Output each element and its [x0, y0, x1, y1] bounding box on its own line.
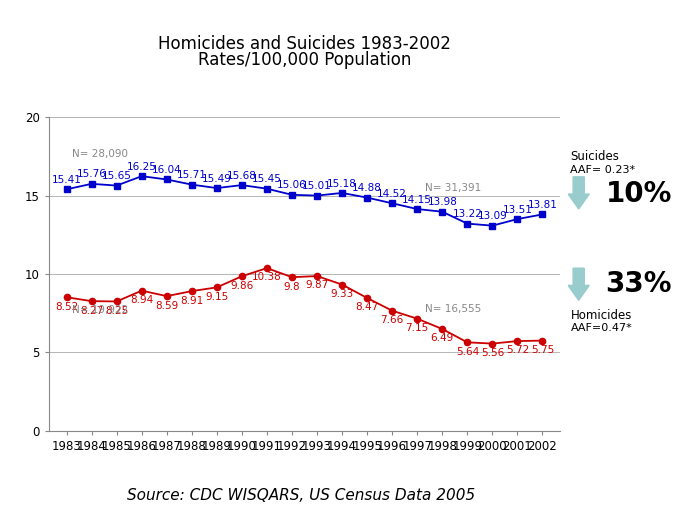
Text: 6.49: 6.49: [430, 334, 454, 343]
Text: 15.45: 15.45: [252, 174, 282, 184]
Text: 15.65: 15.65: [102, 171, 132, 181]
Text: 5.56: 5.56: [481, 348, 504, 358]
Text: N= 28,090: N= 28,090: [71, 149, 127, 159]
Text: 15.76: 15.76: [76, 170, 106, 180]
Text: 8.27: 8.27: [80, 305, 103, 315]
Text: 9.86: 9.86: [230, 281, 253, 291]
Text: 8.25: 8.25: [105, 306, 128, 316]
Text: 5.72: 5.72: [506, 346, 529, 355]
Text: 8.94: 8.94: [130, 295, 153, 305]
Text: 14.88: 14.88: [352, 183, 382, 193]
Text: 15.71: 15.71: [177, 170, 206, 180]
Text: 9.87: 9.87: [305, 280, 328, 290]
Text: 9.15: 9.15: [205, 292, 228, 302]
Text: 10%: 10%: [606, 180, 672, 208]
Text: 14.15: 14.15: [402, 195, 432, 205]
Text: N= 16,555: N= 16,555: [425, 304, 481, 314]
Text: 9.33: 9.33: [330, 289, 354, 299]
Text: 8.59: 8.59: [155, 301, 178, 311]
Text: AAF=0.47*: AAF=0.47*: [570, 323, 632, 333]
Text: 13.81: 13.81: [528, 200, 557, 210]
Text: Rates/100,000 Population: Rates/100,000 Population: [198, 51, 411, 69]
Text: 15.18: 15.18: [327, 179, 357, 188]
FancyArrow shape: [568, 268, 589, 300]
Text: 13.09: 13.09: [477, 211, 508, 221]
Text: 16.25: 16.25: [127, 162, 157, 172]
Text: 7.15: 7.15: [405, 323, 429, 333]
Text: Homicides: Homicides: [570, 310, 632, 322]
Text: 15.41: 15.41: [52, 175, 81, 185]
Text: 16.04: 16.04: [152, 165, 181, 175]
Text: 15.01: 15.01: [302, 181, 332, 191]
Text: 8.47: 8.47: [356, 302, 379, 312]
Text: 5.64: 5.64: [456, 347, 479, 357]
Text: Suicides: Suicides: [570, 150, 620, 163]
Text: 9.8: 9.8: [284, 281, 300, 292]
Text: N= 19,922: N= 19,922: [71, 305, 128, 315]
Text: 13.22: 13.22: [452, 209, 482, 219]
Text: 15.68: 15.68: [227, 171, 257, 181]
Text: 5.75: 5.75: [531, 345, 554, 355]
Text: 15.49: 15.49: [202, 174, 232, 184]
Text: Source: CDC WISQARS, US Census Data 2005: Source: CDC WISQARS, US Census Data 2005: [127, 489, 475, 503]
FancyArrow shape: [568, 177, 589, 209]
Text: 10.38: 10.38: [252, 272, 282, 282]
Text: 15.06: 15.06: [277, 181, 307, 191]
Text: AAF= 0.23*: AAF= 0.23*: [570, 164, 636, 175]
Text: 33%: 33%: [606, 270, 672, 299]
Text: Homicides and Suicides 1983-2002: Homicides and Suicides 1983-2002: [158, 35, 451, 53]
Text: 8.52: 8.52: [55, 302, 78, 312]
Text: 14.52: 14.52: [377, 189, 407, 199]
Text: 8.91: 8.91: [180, 295, 204, 305]
Text: 7.66: 7.66: [381, 315, 404, 325]
Text: N= 31,391: N= 31,391: [425, 183, 481, 193]
Text: 13.98: 13.98: [427, 197, 457, 207]
Text: 13.51: 13.51: [503, 205, 533, 215]
